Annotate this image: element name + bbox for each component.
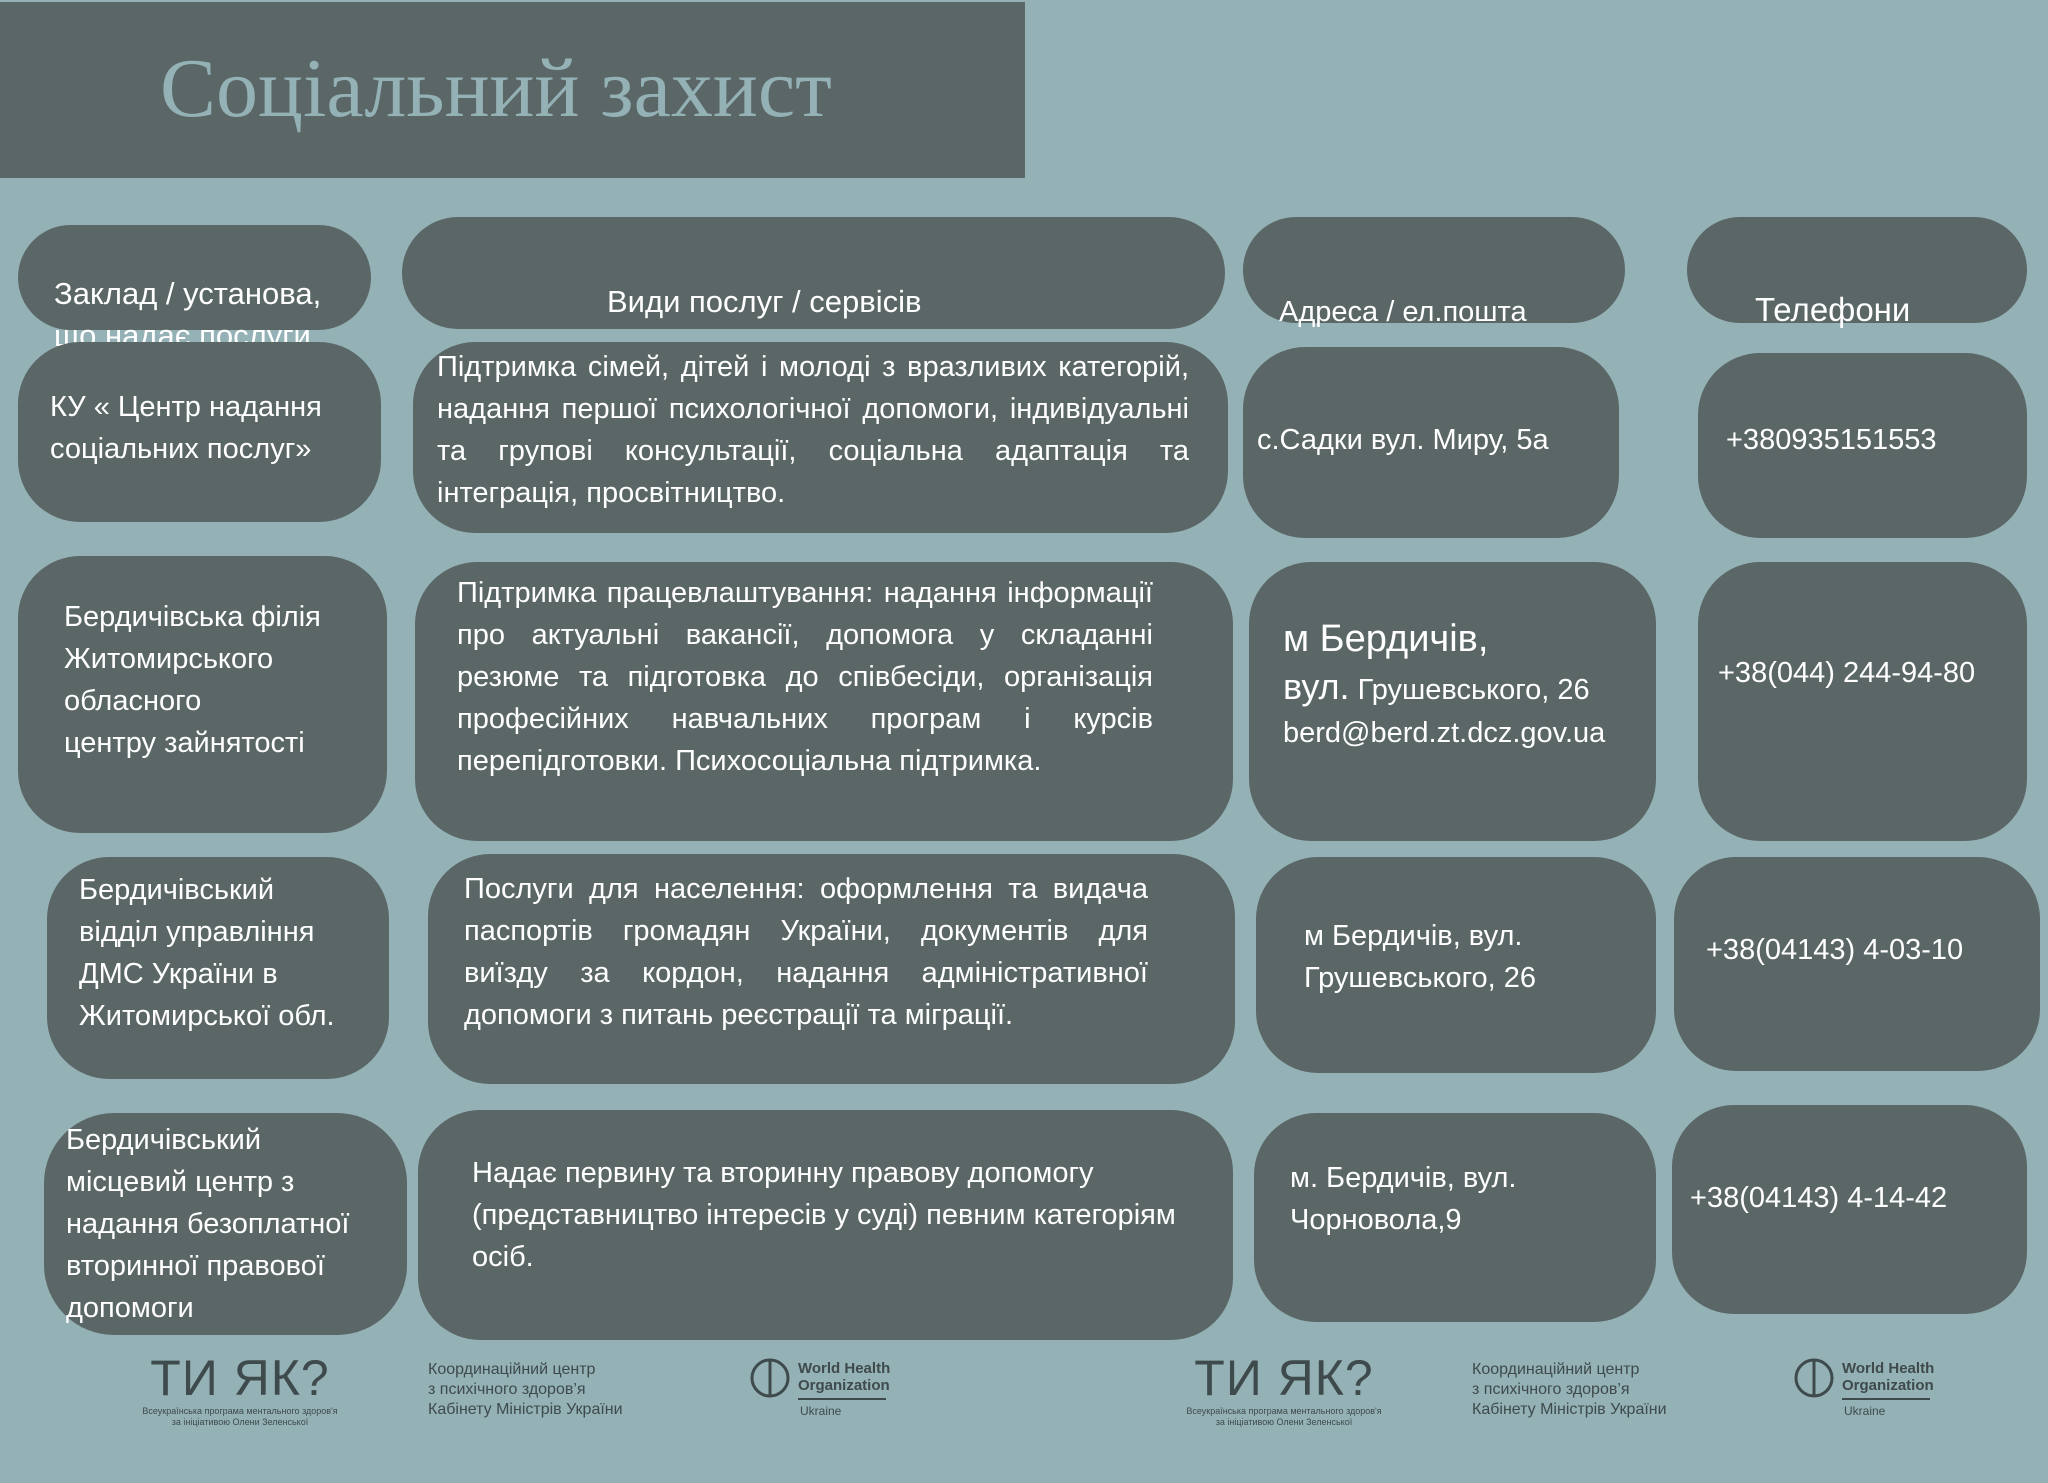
column-header-label: Телефони <box>1755 291 1911 328</box>
coordination-center-logo: Координаційний центр з психічного здоров… <box>428 1361 623 1418</box>
phone-link[interactable]: +380935151553 <box>1726 424 1937 456</box>
row-4-address: м. Бердичів, вул. Чорновола,9 <box>1254 1113 1656 1322</box>
row-2-institution: Бердичівська філія Житомирського обласно… <box>18 556 387 833</box>
who-logo-divider <box>1842 1398 1930 1400</box>
title-banner: Соціальний захист <box>0 2 1025 178</box>
address-street-prefix: вул. <box>1283 666 1350 707</box>
who-logo-country: Ukraine <box>1844 1404 1886 1418</box>
who-emblem-icon <box>1794 1358 1834 1398</box>
tiyak-logo-text: ТИ ЯК? <box>150 1350 330 1406</box>
row-3-institution: Бердичівський відділ управління ДМС Укра… <box>47 857 389 1079</box>
row-3-address: м Бердичів, вул. Грушевського, 26 <box>1256 857 1656 1073</box>
row-2-address: м Бердичів, вул. Грушевського, 26 berd@b… <box>1249 562 1656 841</box>
services-text: Надає первину та вторинну правову допомо… <box>472 1157 1176 1273</box>
row-3-services: Послуги для населення: оформлення та вид… <box>428 854 1235 1084</box>
phone-link[interactable]: +38(04143) 4-03-10 <box>1706 934 1964 966</box>
services-text: Підтримка працевлаштування: надання інфо… <box>457 577 1153 777</box>
row-1-services: Підтримка сімей, дітей і молоді з вразли… <box>413 342 1228 533</box>
tiyak-logo-subtitle: Всеукраїнська програма ментального здоро… <box>142 1406 338 1427</box>
address-city: м Бердичів, <box>1283 618 1489 660</box>
institution-name: КУ « Центр надання соціальних послуг» <box>50 391 322 465</box>
column-header-label: Адреса / ел.пошта <box>1279 296 1527 328</box>
who-emblem-icon <box>750 1358 790 1398</box>
row-3-phone: +38(04143) 4-03-10 <box>1674 857 2040 1071</box>
who-logo: World Health Organization Ukraine <box>1792 1356 1942 1426</box>
address-text: м. Бердичів, вул. Чорновола,9 <box>1290 1162 1517 1236</box>
address-street: Грушевського, 26 <box>1357 674 1590 706</box>
coordination-center-logo: Координаційний центр з психічного здоров… <box>1472 1361 1667 1418</box>
services-text: Підтримка сімей, дітей і молоді з вразли… <box>437 351 1189 509</box>
page-title: Соціальний захист <box>160 42 832 135</box>
who-logo-text: World Health Organization <box>798 1360 891 1394</box>
who-logo: World Health Organization Ukraine <box>748 1356 898 1426</box>
phone-link[interactable]: +38(044) 244-94-80 <box>1718 657 1976 689</box>
column-header-phones: Телефони <box>1687 217 2027 328</box>
row-4-institution: Бердичівський місцевий центр з надання б… <box>44 1113 407 1335</box>
institution-name: Бердичівський місцевий центр з надання б… <box>66 1124 350 1324</box>
row-4-phone: +38(04143) 4-14-42 <box>1672 1105 2027 1314</box>
column-header-address: Адреса / ел.пошта <box>1243 217 1625 328</box>
institution-name: Бердичівська філія Житомирського обласно… <box>64 601 321 759</box>
column-header-institution: Заклад / установа, що надає послуги <box>18 225 371 353</box>
who-logo-text: World Health Organization <box>1842 1360 1935 1394</box>
who-logo-divider <box>798 1398 886 1400</box>
tiyak-logo: ТИ ЯК? Всеукраїнська програма ментальног… <box>1154 1350 1414 1428</box>
row-2-services: Підтримка працевлаштування: надання інфо… <box>415 562 1233 841</box>
phone-link[interactable]: +38(04143) 4-14-42 <box>1690 1182 1948 1214</box>
row-4-services: Надає первину та вторинну правову допомо… <box>418 1110 1233 1340</box>
tiyak-logo-text: ТИ ЯК? <box>1194 1350 1374 1406</box>
email-link[interactable]: berd@berd.zt.dcz.gov.ua <box>1283 717 1606 749</box>
services-text: Послуги для населення: оформлення та вид… <box>464 873 1148 1031</box>
address-text: с.Садки вул. Миру, 5а <box>1257 424 1549 456</box>
row-1-institution: КУ « Центр надання соціальних послуг» <box>18 342 381 522</box>
row-1-address: с.Садки вул. Миру, 5а <box>1243 347 1619 538</box>
row-2-phone: +38(044) 244-94-80 <box>1698 562 2027 841</box>
address-text: м Бердичів, вул. Грушевського, 26 <box>1304 920 1537 994</box>
tiyak-logo-subtitle: Всеукраїнська програма ментального здоро… <box>1186 1406 1382 1427</box>
column-header-services: Види послуг / сервісів <box>402 217 1225 329</box>
tiyak-logo: ТИ ЯК? Всеукраїнська програма ментальног… <box>110 1350 370 1428</box>
who-logo-country: Ukraine <box>800 1404 842 1418</box>
institution-name: Бердичівський відділ управління ДМС Укра… <box>79 874 335 1032</box>
column-header-label: Види послуг / сервісів <box>607 284 922 319</box>
row-1-phone: +380935151553 <box>1698 353 2027 538</box>
